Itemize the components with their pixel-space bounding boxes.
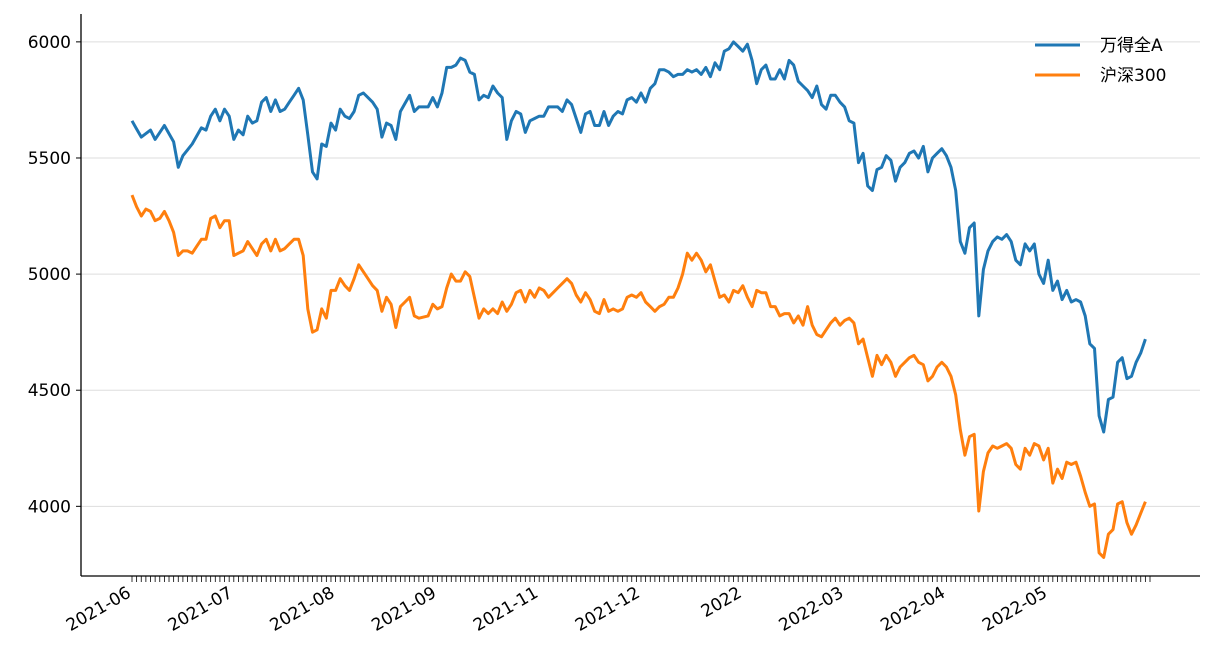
y-tick-label: 4000 (28, 497, 71, 517)
gridlines (81, 41, 1200, 507)
series-line-1 (130, 40, 1147, 434)
x-tick-label: 2021-08 (267, 583, 339, 636)
x-tick-label: 2022 (698, 583, 745, 622)
x-tick-label: 2021-06 (63, 583, 135, 636)
y-ticks: 4000 4500 5000 5500 6000 (28, 33, 81, 517)
x-tick-label: 2021-11 (470, 583, 542, 636)
axes (80, 14, 1200, 577)
legend-label: 万得全A (1100, 36, 1163, 56)
legend: 万得全A 沪深300 (1035, 36, 1166, 86)
x-tick-label: 2021-12 (572, 583, 644, 636)
x-tick-label: 2021-09 (368, 583, 440, 636)
x-tick-label: 2021-07 (165, 583, 237, 636)
y-tick-label: 5000 (28, 265, 71, 285)
series-lines (130, 40, 1147, 559)
x-tick-label: 2022-05 (979, 583, 1051, 636)
y-tick-label: 6000 (28, 33, 71, 53)
y-tick-label: 5500 (28, 149, 71, 169)
x-tick-label: 2022-03 (776, 583, 848, 636)
y-tick-label: 4500 (28, 381, 71, 401)
series-line-2 (130, 194, 1147, 559)
legend-label: 沪深300 (1100, 66, 1166, 86)
x-tick-label: 2022-04 (877, 583, 949, 636)
x-ticks: 2021-06 2021-07 2021-08 2021-09 2021-11 2021-… (63, 576, 1151, 636)
